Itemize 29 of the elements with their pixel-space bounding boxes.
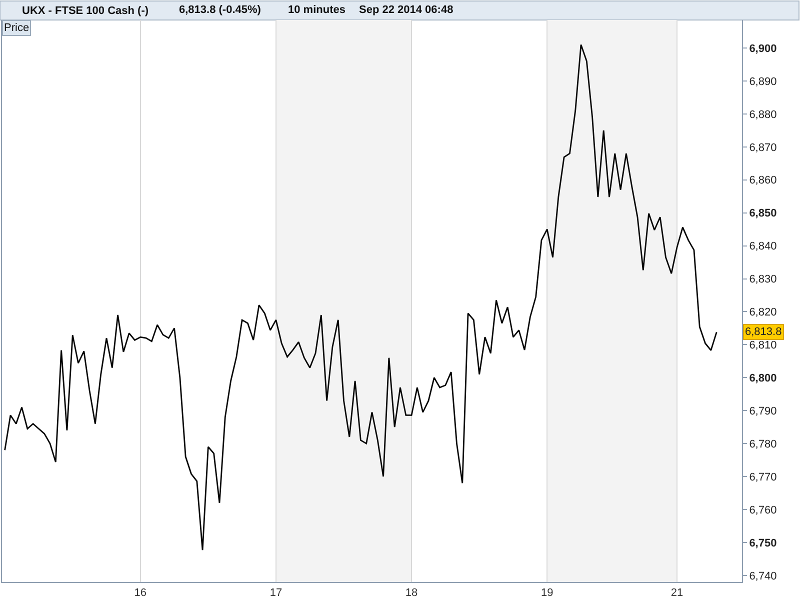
- x-tick-label: 16: [134, 587, 147, 600]
- y-tick-label: 6,870: [749, 142, 777, 154]
- y-tick-label: 6,890: [749, 76, 777, 88]
- y-tick-label: 6,860: [749, 174, 777, 187]
- y-tick-label: 6,800: [749, 372, 777, 384]
- chart-subtitle: 6,813.8 (-0.45%): [179, 4, 262, 16]
- line-series: [4, 44, 718, 551]
- x-tick-label: 19: [540, 587, 554, 600]
- y-tick-label: 6,880: [749, 108, 777, 121]
- y-tick-label: 6,810: [749, 340, 777, 352]
- y-tick-label: 6,740: [749, 570, 777, 582]
- y-tick-label: 6,900: [749, 42, 777, 55]
- y-tick-label: 6,750: [749, 537, 777, 550]
- text: Sep 22 2014 06:48: [359, 4, 454, 16]
- y-axis-title: Price: [4, 22, 30, 34]
- x-tick-label: 18: [405, 587, 418, 600]
- chart-title: UKX - FTSE 100 Cash (-): [22, 4, 149, 17]
- y-tick-label: 6,840: [749, 240, 777, 253]
- text: 10 minutes: [288, 4, 346, 16]
- y-tick-label: 6,830: [749, 274, 777, 286]
- x-tick-label: 17: [270, 587, 282, 600]
- y-tick-label: 6,760: [749, 504, 777, 516]
- y-tick-label: 6,770: [749, 471, 777, 484]
- y-tick-label: 6,850: [749, 208, 777, 220]
- y-tick-label: 6,790: [749, 405, 777, 418]
- y-tick-label: 6,820: [749, 306, 777, 319]
- x-tick-label: 21: [670, 587, 684, 600]
- y-tick-label: 6,780: [749, 438, 777, 450]
- annotation: 6,813.8: [745, 326, 782, 338]
